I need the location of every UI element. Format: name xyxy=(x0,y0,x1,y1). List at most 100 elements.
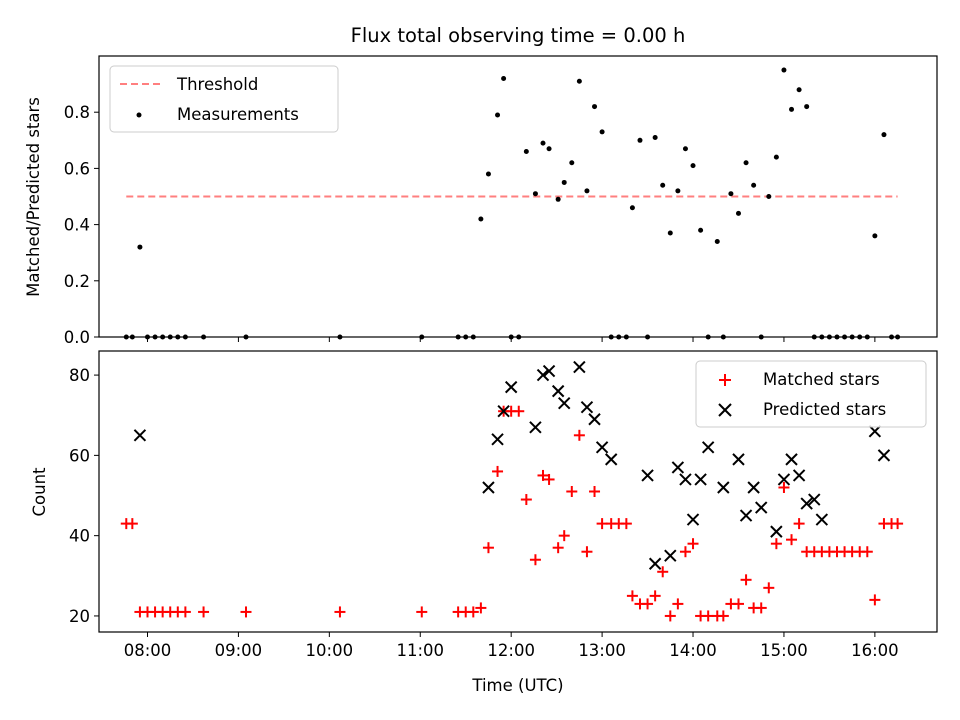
x-tick-label: 12:00 xyxy=(487,641,535,660)
predicted-star-point xyxy=(808,493,821,506)
bottom-y-axis-label: Count xyxy=(30,467,49,517)
matched-star-point xyxy=(467,606,479,618)
predicted-star-point xyxy=(815,513,829,526)
measurement-point xyxy=(485,171,491,177)
predicted-star-point xyxy=(686,513,700,526)
matched-star-point xyxy=(416,606,428,618)
x-tick-label: 13:00 xyxy=(578,641,626,660)
measurement-point xyxy=(532,191,538,197)
x-axis-label: Time (UTC) xyxy=(471,676,563,695)
matched-star-point xyxy=(778,481,790,493)
bottom-x-axis: 08:00 09:00 10:00 11:00 12:00 13:00 14:00 15:00… xyxy=(124,632,899,660)
predicted-star-point xyxy=(648,557,662,570)
y-tick-label: 0.2 xyxy=(64,272,90,291)
measurement-point xyxy=(690,163,696,169)
predicted-star-point xyxy=(588,413,601,426)
predicted-star-point xyxy=(777,473,791,486)
matched-star-point xyxy=(642,598,654,610)
predicted-star-point xyxy=(604,453,618,466)
top-legend: Threshold Measurements xyxy=(109,65,339,133)
predicted-star-point xyxy=(868,425,882,438)
predicted-star-point xyxy=(792,469,806,482)
measurement-point xyxy=(781,67,787,73)
matched-star-point xyxy=(566,486,578,497)
predicted-star-point xyxy=(701,441,715,454)
predicted-star-point xyxy=(877,449,891,462)
measurement-point xyxy=(714,238,720,244)
legend-measurements-swatch xyxy=(136,112,142,118)
matched-star-point xyxy=(649,590,661,602)
matched-star-point xyxy=(861,546,873,558)
matched-star-point xyxy=(732,598,744,610)
predicted-star-point xyxy=(755,501,768,514)
legend-threshold-label: Threshold xyxy=(176,75,258,94)
y-tick-label: 0.6 xyxy=(64,159,90,178)
bottom-panel: 20 40 60 80 08:00 09:00 10:00 11:00 12:00 13:00 1… xyxy=(30,350,938,695)
measurement-point xyxy=(735,210,741,216)
bottom-axes-frame xyxy=(98,350,938,633)
measurement-point xyxy=(576,78,582,84)
matched-star-point xyxy=(179,606,191,618)
legend-predicted-swatch xyxy=(718,403,732,417)
top-legend-box xyxy=(109,65,339,133)
counts-layer xyxy=(120,360,904,622)
measurement-point xyxy=(546,146,552,152)
measurement-point xyxy=(555,196,561,202)
predicted-star-point xyxy=(694,473,707,486)
matched-star-point xyxy=(626,590,638,602)
predicted-star-point xyxy=(529,421,542,434)
top-panel: Flux total observing time = 0.00 h 0.0 0.… xyxy=(24,24,938,347)
matched-star-point xyxy=(573,429,585,441)
measurement-point xyxy=(584,188,590,194)
predicted-star-point xyxy=(558,396,571,410)
y-tick-label: 0.8 xyxy=(64,103,90,122)
predicted-star-point xyxy=(573,360,586,374)
measurement-point xyxy=(540,140,546,146)
matched-star-point xyxy=(687,538,699,550)
measurement-point xyxy=(660,182,666,188)
matched-star-point xyxy=(543,473,555,485)
measurement-point xyxy=(637,137,643,143)
measurement-point xyxy=(881,132,887,138)
matched-star-point xyxy=(717,610,729,622)
predicted-star-point xyxy=(580,400,594,414)
predicted-star-point xyxy=(497,405,510,418)
predicted-star-point xyxy=(785,453,798,466)
x-tick-label: 16:00 xyxy=(851,641,899,660)
y-tick-label: 40 xyxy=(69,527,90,546)
predicted-star-point xyxy=(551,384,565,398)
matched-star-point xyxy=(786,534,798,546)
bottom-legend-box xyxy=(695,360,927,428)
matched-star-point xyxy=(475,602,487,614)
matched-star-point xyxy=(334,606,346,618)
legend-measurements-label: Measurements xyxy=(177,105,299,124)
matched-star-point xyxy=(513,405,525,417)
top-y-axis-label: Matched/Predicted stars xyxy=(24,97,43,297)
predicted-star-point xyxy=(800,497,813,510)
top-x-axis-ticks xyxy=(146,337,876,342)
matched-star-point xyxy=(892,518,904,530)
predicted-star-point xyxy=(491,433,504,446)
measurement-point xyxy=(766,194,772,199)
chart-title: Flux total observing time = 0.00 h xyxy=(351,24,686,47)
matched-star-point xyxy=(672,598,684,610)
x-tick-label: 15:00 xyxy=(760,641,808,660)
legend-predicted-label: Predicted stars xyxy=(763,400,886,419)
y-tick-label: 80 xyxy=(69,366,90,385)
measurement-point xyxy=(872,233,878,239)
predicted-star-point xyxy=(671,461,685,474)
y-tick-label: 0.0 xyxy=(64,328,90,347)
x-tick-label: 11:00 xyxy=(396,641,444,660)
matched-star-point xyxy=(869,594,881,606)
measurement-point xyxy=(652,134,658,140)
matched-star-point xyxy=(770,538,782,550)
measurement-point xyxy=(592,104,598,110)
measurement-point xyxy=(804,104,810,110)
measurement-point xyxy=(629,205,635,211)
top-y-axis: 0.0 0.2 0.4 0.6 0.8 xyxy=(64,103,99,347)
matched-star-point xyxy=(620,518,632,530)
x-tick-label: 10:00 xyxy=(306,641,354,660)
matched-star-point xyxy=(589,486,601,497)
predicted-star-point xyxy=(133,429,147,442)
top-axes-frame xyxy=(98,55,938,338)
